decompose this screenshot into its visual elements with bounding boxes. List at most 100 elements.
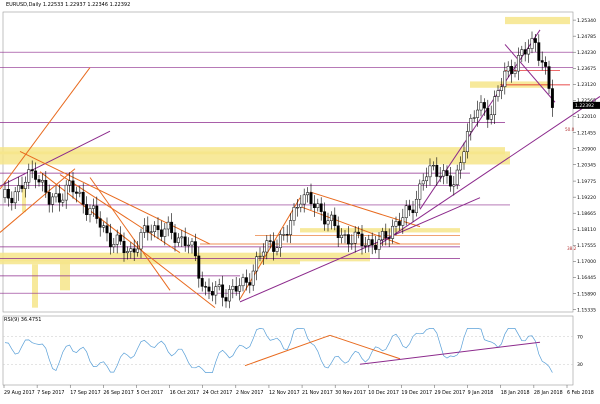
- price-label: 1.21455: [577, 130, 596, 136]
- trend-line: [39, 171, 216, 309]
- candle-body: [210, 291, 214, 296]
- candle-body: [27, 169, 31, 183]
- candle-body: [374, 244, 378, 250]
- candle-body: [496, 90, 500, 97]
- candle-body: [102, 225, 106, 228]
- candle-body: [6, 189, 10, 199]
- candle-body: [227, 289, 231, 302]
- candle-body: [85, 204, 89, 215]
- candle-body: [323, 211, 327, 225]
- candle-body: [44, 179, 48, 193]
- zone-rect: [32, 264, 38, 308]
- candle-body: [476, 109, 480, 118]
- candle-body: [459, 162, 463, 171]
- candle-body: [91, 205, 95, 209]
- trend-line: [379, 96, 600, 245]
- candle-body: [221, 284, 225, 298]
- candle-body: [489, 114, 493, 120]
- candle-body: [527, 48, 531, 55]
- trend-line: [89, 177, 171, 291]
- trend-line: [0, 168, 76, 233]
- candle-body: [146, 225, 150, 233]
- indicator-pane-border: [2, 315, 574, 386]
- candle-body: [537, 42, 541, 61]
- candle-body: [435, 164, 439, 177]
- candle-body: [122, 240, 126, 254]
- candle-body: [544, 62, 548, 67]
- candle-body: [340, 234, 344, 238]
- candle-body: [108, 232, 112, 248]
- candle-body: [394, 221, 398, 227]
- rsi-indicator: 70 30: [3, 328, 583, 373]
- candle-body: [268, 240, 272, 242]
- date-label: 29 Aug 2017: [4, 390, 35, 396]
- date-label: 30 Nov 2017: [335, 390, 366, 396]
- price-label: 1.18665: [577, 211, 596, 217]
- date-label: 10 Dec 2017: [368, 390, 399, 396]
- trend-line: [19, 150, 211, 245]
- candle-body: [357, 231, 361, 235]
- candle-body: [289, 220, 293, 236]
- candle-body: [282, 234, 286, 236]
- rsi-line: [4, 328, 553, 373]
- date-label: 9 Jan 2018: [468, 390, 494, 396]
- candle-body: [197, 255, 201, 279]
- price-label: 1.15890: [577, 291, 596, 297]
- candle-body: [159, 229, 163, 237]
- zone-rect: [0, 252, 370, 262]
- price-label: 1.16445: [577, 275, 596, 281]
- candle-body: [183, 236, 187, 246]
- candle-body: [40, 179, 44, 183]
- candle-body: [51, 196, 55, 205]
- candle-body: [442, 170, 446, 177]
- horizontal-levels: [0, 51, 573, 294]
- candle-body: [200, 278, 204, 287]
- candle-body: [278, 234, 282, 248]
- candles: [3, 31, 554, 309]
- candle-body: [13, 191, 17, 204]
- candle-body: [530, 38, 534, 49]
- candle-body: [520, 49, 524, 56]
- price-label: 1.17555: [577, 243, 596, 249]
- price-label: 1.19775: [577, 179, 596, 185]
- rsi-trend-line: [329, 334, 401, 360]
- candle-body: [265, 240, 269, 253]
- candle-body: [316, 203, 320, 208]
- trend-line: [239, 197, 481, 303]
- candle-body: [30, 169, 34, 172]
- date-label: 12 Nov 2017: [269, 390, 300, 396]
- price-label: 1.20345: [577, 162, 596, 168]
- candle-body: [224, 297, 228, 302]
- candle-body: [275, 247, 279, 252]
- price-label: 1.23675: [577, 66, 596, 72]
- date-label: 17 Sep 2017: [70, 390, 100, 396]
- candle-body: [105, 225, 109, 234]
- candle-body: [414, 198, 418, 213]
- candle-body: [516, 55, 520, 72]
- candle-body: [418, 183, 422, 200]
- candle-body: [132, 248, 136, 253]
- candle-body: [163, 228, 167, 237]
- candle-body: [37, 179, 41, 183]
- candle-body: [170, 221, 174, 233]
- candle-body: [499, 86, 503, 91]
- price-label: 1.22565: [577, 98, 596, 104]
- candle-body: [360, 233, 364, 247]
- candle-body: [173, 232, 177, 243]
- fib-label: 38.2: [567, 246, 577, 251]
- candle-body: [391, 225, 395, 239]
- candle-body: [47, 191, 51, 205]
- price-tag-text: 1.22392: [575, 103, 594, 109]
- rsi-trend-line: [359, 341, 541, 365]
- candle-body: [533, 38, 537, 43]
- candle-body: [176, 237, 180, 243]
- candle-body: [153, 225, 157, 232]
- candle-body: [486, 107, 490, 120]
- date-label: 16 Oct 2017: [170, 390, 200, 396]
- candle-body: [244, 277, 248, 283]
- candle-body: [469, 118, 473, 132]
- candle-body: [204, 286, 208, 288]
- price-label: 1.24230: [577, 50, 596, 56]
- candle-body: [231, 285, 235, 290]
